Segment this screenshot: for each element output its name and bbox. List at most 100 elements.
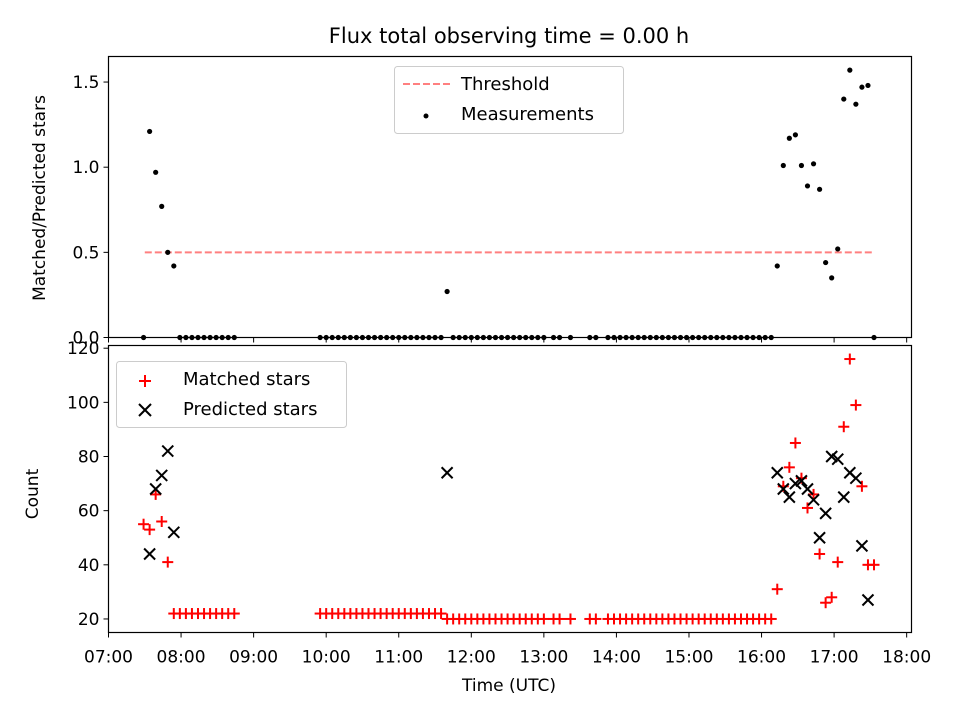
bottom-chart-x-axis-label: Time (UTC) (461, 676, 556, 696)
measurement-point (153, 169, 159, 175)
bottom-y-tick-label: 20 (78, 610, 100, 630)
predicted-star-point (831, 453, 844, 466)
bottom-x-tick-label: 07:00 (84, 648, 133, 668)
measurement-point (816, 186, 823, 192)
measurement-point (165, 249, 171, 255)
top-chart-x-ticks (108, 337, 908, 343)
bottom-x-tick-label: 17:00 (810, 648, 859, 668)
bottom-x-tick-label: 14:00 (592, 648, 641, 668)
bottom-chart-marks (138, 353, 880, 625)
bottom-x-tick-label: 18:00 (882, 648, 931, 668)
bottom-chart-legend: Matched stars Predicted stars (116, 361, 347, 428)
top-chart-plot: 0.0 0.5 1.0 1.5 (72, 55, 913, 349)
predicted-star-point (795, 474, 808, 488)
predicted-star-point (155, 469, 168, 482)
measurement-point (823, 259, 829, 266)
bottom-x-tick-label: 11:00 (374, 648, 423, 668)
predicted-star-point (777, 482, 790, 496)
measurement-point (847, 67, 853, 73)
bottom-legend-predicted-label: Predicted stars (183, 399, 317, 420)
bottom-chart-y-ticks: 20 40 60 80 100 120 (67, 339, 109, 630)
bottom-y-tick-label: 100 (67, 393, 99, 413)
measurement-point (804, 183, 811, 189)
bottom-chart-plot: 20 40 60 80 100 120 07:00 08:00 09:00 10:00 11:00… (67, 339, 931, 667)
top-chart-y-axis-label: Matched/Predicted stars (30, 95, 50, 301)
top-chart-marks (140, 67, 877, 341)
bottom-chart-y-axis-label: Count (23, 468, 43, 519)
bottom-x-tick-label: 13:00 (519, 648, 568, 668)
matched-star-point (138, 518, 150, 530)
predicted-star-point (825, 450, 838, 463)
bottom-x-tick-label: 16:00 (737, 648, 786, 668)
predicted-star-point (837, 490, 850, 504)
top-legend-measurements-label: Measurements (461, 104, 594, 125)
predicted-star-point (849, 471, 863, 485)
predicted-star-point (855, 539, 869, 553)
matched-star-point (826, 591, 838, 603)
matched-star-point (832, 556, 844, 568)
matched-star-point (538, 613, 550, 625)
top-legend-measurements-swatch (423, 113, 429, 119)
top-chart-frame (107, 55, 913, 339)
bottom-legend-matched-swatch (139, 375, 151, 387)
predicted-star-point (861, 593, 875, 607)
predicted-star-point (161, 444, 174, 458)
matched-star-point (868, 559, 880, 571)
predicted-star-point (783, 490, 796, 504)
matched-star-point (156, 515, 168, 527)
predicted-star-point (440, 466, 454, 479)
top-chart-y-ticks: 0.0 0.5 1.0 1.5 (72, 73, 109, 349)
matched-star-point (144, 524, 156, 536)
bottom-x-tick-label: 09:00 (229, 648, 278, 668)
measurement-point (859, 84, 865, 90)
bottom-legend-matched-label: Matched stars (183, 369, 310, 390)
matched-star-point (789, 437, 801, 449)
bottom-y-tick-label: 80 (78, 448, 100, 468)
bottom-x-tick-label: 10:00 (302, 648, 351, 668)
predicted-star-point (819, 507, 832, 520)
matched-star-point (820, 597, 832, 609)
matched-star-point (814, 548, 826, 560)
matched-star-point (850, 399, 862, 411)
measurement-point (810, 161, 817, 167)
predicted-star-point (771, 466, 784, 479)
predicted-star-point (149, 482, 162, 496)
matched-star-point (150, 488, 162, 500)
matched-star-point (838, 421, 850, 433)
matched-star-point (554, 613, 566, 625)
top-chart-title: Flux total observing time = 0.00 h (329, 24, 689, 48)
top-y-tick-label: 0.0 (72, 329, 99, 349)
measurement-point (444, 288, 450, 295)
bottom-y-tick-label: 60 (78, 502, 100, 522)
matched-star-point (808, 488, 820, 500)
predicted-star-point (143, 547, 156, 561)
bottom-chart-frame (107, 344, 913, 634)
bottom-y-tick-label: 40 (78, 556, 100, 576)
measurement-point (841, 96, 847, 102)
predicted-star-point (789, 477, 802, 490)
measurement-point (853, 101, 859, 107)
measurement-point (780, 162, 786, 169)
top-chart-legend: Threshold Measurements (394, 66, 624, 134)
matched-star-point (856, 480, 868, 492)
matched-star-point (801, 502, 813, 514)
measurement-point (147, 128, 153, 135)
predicted-star-point (813, 531, 826, 544)
measurement-point (792, 132, 799, 138)
predicted-star-point (801, 482, 814, 496)
matched-star-point (162, 556, 174, 568)
bottom-legend-box (116, 361, 347, 428)
matched-star-point (435, 608, 447, 620)
bottom-x-tick-label: 12:00 (447, 648, 496, 668)
matched-star-point (765, 613, 777, 625)
matched-star-point (844, 353, 856, 365)
matched-star-point (771, 583, 783, 595)
top-y-tick-label: 1.0 (72, 158, 99, 178)
bottom-x-tick-label: 15:00 (664, 648, 713, 668)
matched-star-point (783, 461, 795, 473)
bottom-x-tick-label: 08:00 (157, 648, 206, 668)
measurement-point (798, 162, 805, 169)
measurement-point (865, 82, 871, 89)
matched-star-point (564, 613, 576, 625)
